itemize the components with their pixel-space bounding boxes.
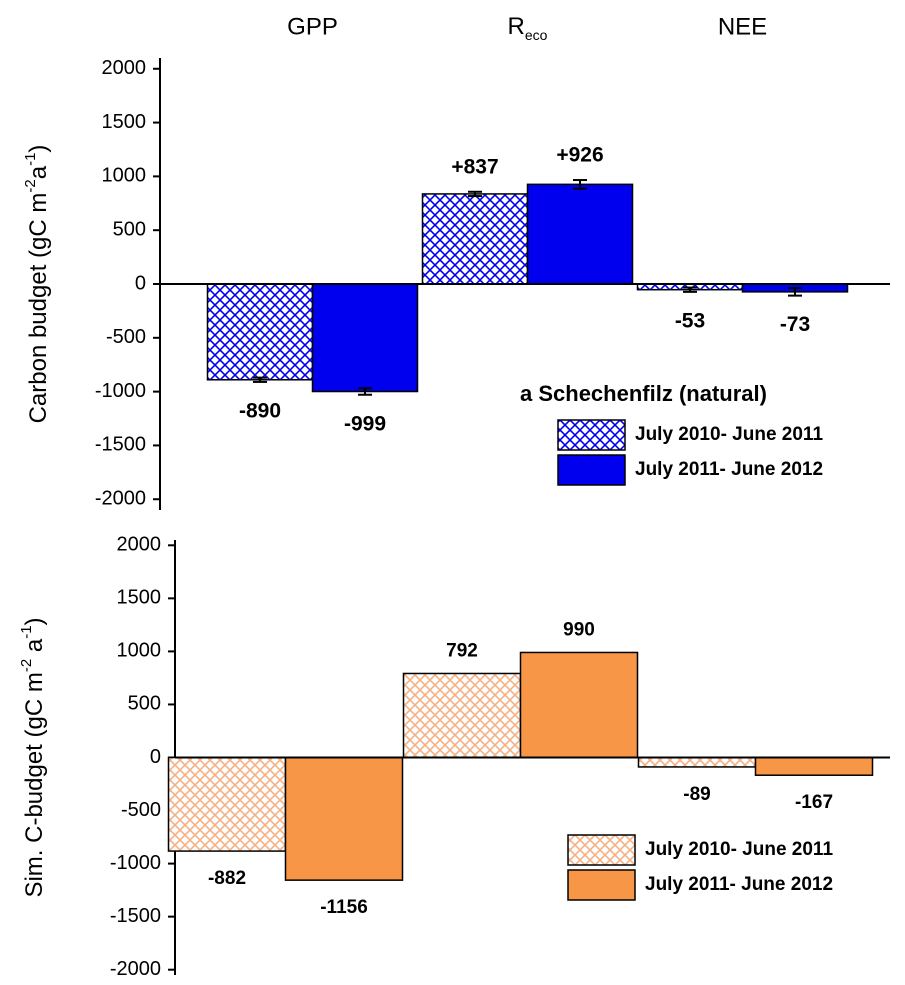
- legend-label: July 2010- June 2011: [645, 839, 833, 860]
- y-tick-label: 500: [128, 693, 161, 715]
- bar: [421, 193, 529, 285]
- y-tick-label: 0: [150, 746, 161, 768]
- y-tick-label: -500: [106, 326, 146, 348]
- y-tick-label: 2000: [102, 57, 147, 79]
- category-label: Reco: [508, 13, 548, 42]
- y-axis-title: Sim. C-budget (gC m-2 a-1): [18, 617, 48, 897]
- legend-swatch: [567, 869, 636, 901]
- category-label-part: eco: [525, 27, 548, 43]
- y-tick-label: -1500: [110, 905, 161, 927]
- y-axis-title-part: Carbon budget (gC m: [25, 193, 52, 424]
- y-tick-label: -2000: [95, 488, 146, 510]
- y-tick-label: -500: [121, 799, 161, 821]
- legend-label: July 2011- June 2012: [635, 459, 823, 480]
- y-axis-title-part: Sim. C-budget (gC m: [21, 672, 48, 897]
- y-tick-label: 1500: [102, 111, 147, 133]
- value-label: -167: [795, 792, 833, 813]
- y-tick-label: -2000: [110, 958, 161, 980]
- y-axis-title-part: -2: [18, 659, 35, 672]
- y-axis-title-part: ): [21, 617, 48, 625]
- y-tick-label: -1000: [95, 380, 146, 402]
- category-label-part: R: [508, 13, 525, 40]
- value-label: +926: [556, 144, 603, 167]
- y-axis-title-part: -2: [22, 179, 39, 192]
- value-label: -53: [675, 309, 705, 332]
- y-tick-label: 1000: [102, 165, 147, 187]
- chart-panel: -2000 -1500 -1000 -500 0 500 1000 1500 2000 Carbo…: [22, 13, 890, 510]
- bar: [206, 283, 314, 381]
- y-axis-title-part: a: [25, 165, 52, 179]
- value-label: -1156: [320, 897, 368, 918]
- y-tick-label: -1000: [110, 852, 161, 874]
- y-axis-title: Carbon budget (gC m-2a-1): [22, 145, 52, 424]
- bar: [167, 756, 287, 852]
- value-label: -73: [780, 313, 810, 336]
- bar: [526, 183, 634, 285]
- legend-swatch: [567, 834, 636, 866]
- legend-title: a Schechenfilz (natural): [520, 381, 767, 406]
- y-axis-title-part: a: [21, 638, 48, 659]
- bar: [284, 756, 404, 881]
- bar: [637, 756, 757, 768]
- value-label: 792: [446, 640, 478, 661]
- y-tick-label: 2000: [117, 534, 162, 556]
- y-axis-title-part: -1: [18, 625, 35, 638]
- legend-label: July 2010- June 2011: [635, 424, 823, 445]
- legend-swatch: [557, 454, 626, 486]
- bar: [402, 672, 522, 759]
- y-tick-label: 1000: [117, 640, 162, 662]
- y-tick-label: 1500: [117, 587, 162, 609]
- value-label: -890: [239, 399, 281, 422]
- category-label: NEE: [718, 13, 767, 40]
- value-label: -882: [208, 868, 246, 889]
- bar: [519, 651, 639, 759]
- legend-label: July 2011- June 2012: [645, 874, 833, 895]
- value-label: -999: [344, 412, 386, 435]
- y-tick-label: 500: [113, 218, 146, 240]
- bar: [311, 283, 419, 393]
- y-axis-title-part: ): [25, 145, 52, 153]
- value-label: -89: [683, 784, 710, 805]
- y-axis-title-part: -1: [22, 153, 39, 166]
- value-label: +837: [451, 155, 498, 178]
- y-tick-label: 0: [135, 272, 146, 294]
- bar: [754, 756, 874, 776]
- value-label: 990: [563, 619, 595, 640]
- y-tick-label: -1500: [95, 434, 146, 456]
- chart-panel: -2000 -1500 -1000 -500 0 500 1000 1500 2000 Sim. …: [18, 534, 890, 980]
- category-label: GPP: [287, 13, 338, 40]
- legend-swatch: [557, 419, 626, 451]
